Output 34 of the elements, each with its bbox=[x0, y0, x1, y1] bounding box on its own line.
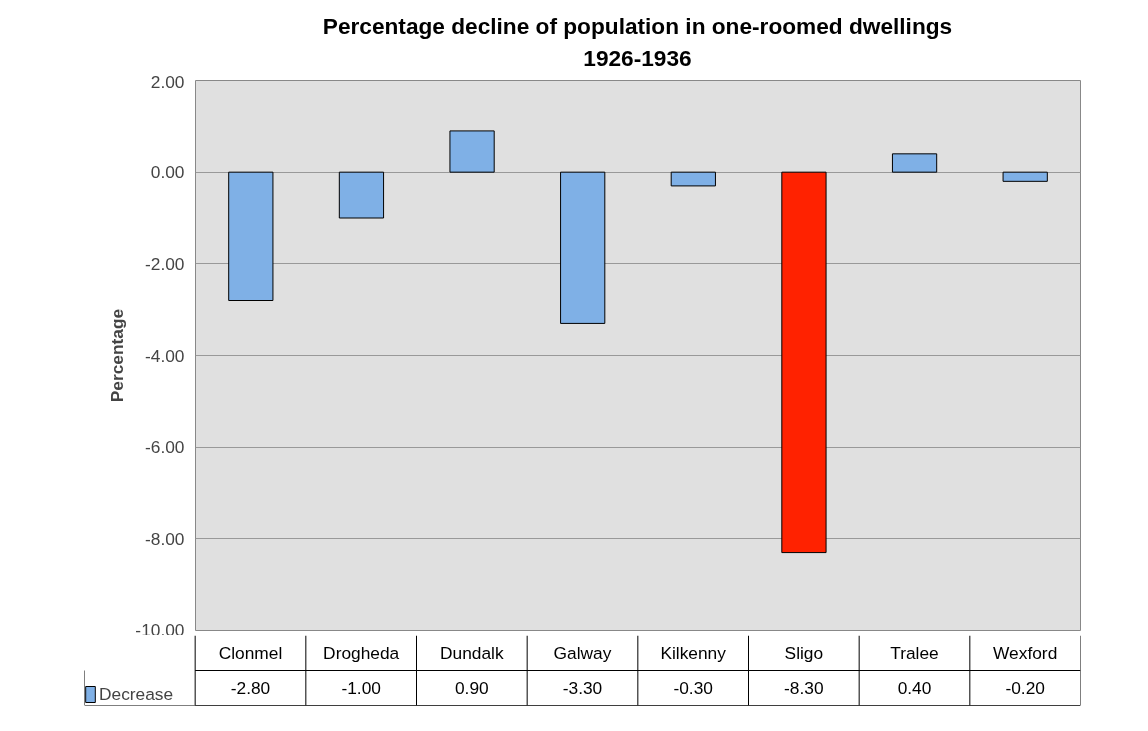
bar bbox=[781, 171, 827, 553]
x-tick-label: Drogheda bbox=[323, 642, 400, 663]
bar bbox=[891, 153, 938, 173]
y-tick-label: -10.00 bbox=[135, 619, 185, 640]
bar bbox=[228, 171, 274, 301]
bar bbox=[670, 171, 716, 187]
y-tick-label: 0.00 bbox=[150, 161, 185, 182]
y-tick-label: -6.00 bbox=[145, 436, 185, 457]
y-axis-title: Percentage bbox=[107, 308, 128, 402]
x-tick-label: Clonmel bbox=[218, 642, 283, 663]
y-tick-label: -4.00 bbox=[145, 345, 185, 366]
bar bbox=[560, 171, 606, 324]
x-tick-label: Wexford bbox=[993, 642, 1058, 663]
data-label: -3.30 bbox=[562, 677, 603, 698]
x-tick-label: Galway bbox=[553, 642, 612, 663]
y-tick-label: -2.00 bbox=[145, 253, 185, 274]
y-tick-label: 2.00 bbox=[150, 71, 185, 92]
y-tick-label: -8.00 bbox=[145, 528, 185, 549]
x-tick-label: Kilkenny bbox=[660, 642, 727, 663]
bar bbox=[1002, 171, 1048, 182]
legend-label: Decrease bbox=[99, 683, 174, 705]
x-tick-label: Dundalk bbox=[440, 642, 504, 663]
data-label: 0.90 bbox=[454, 677, 489, 698]
data-label: -2.80 bbox=[230, 677, 271, 698]
x-tick-label: Tralee bbox=[890, 642, 939, 663]
x-tick-label: Sligo bbox=[784, 642, 824, 663]
chart-title: Percentage decline of population in one-roomed dwellings 1926-1936 bbox=[322, 12, 953, 74]
data-label: -0.30 bbox=[673, 677, 713, 698]
data-label: -8.30 bbox=[784, 677, 824, 698]
data-label: -1.00 bbox=[341, 677, 381, 698]
bar bbox=[338, 171, 385, 219]
bar bbox=[449, 130, 495, 173]
data-label: 0.40 bbox=[897, 677, 932, 698]
data-label: -0.20 bbox=[1005, 677, 1045, 698]
